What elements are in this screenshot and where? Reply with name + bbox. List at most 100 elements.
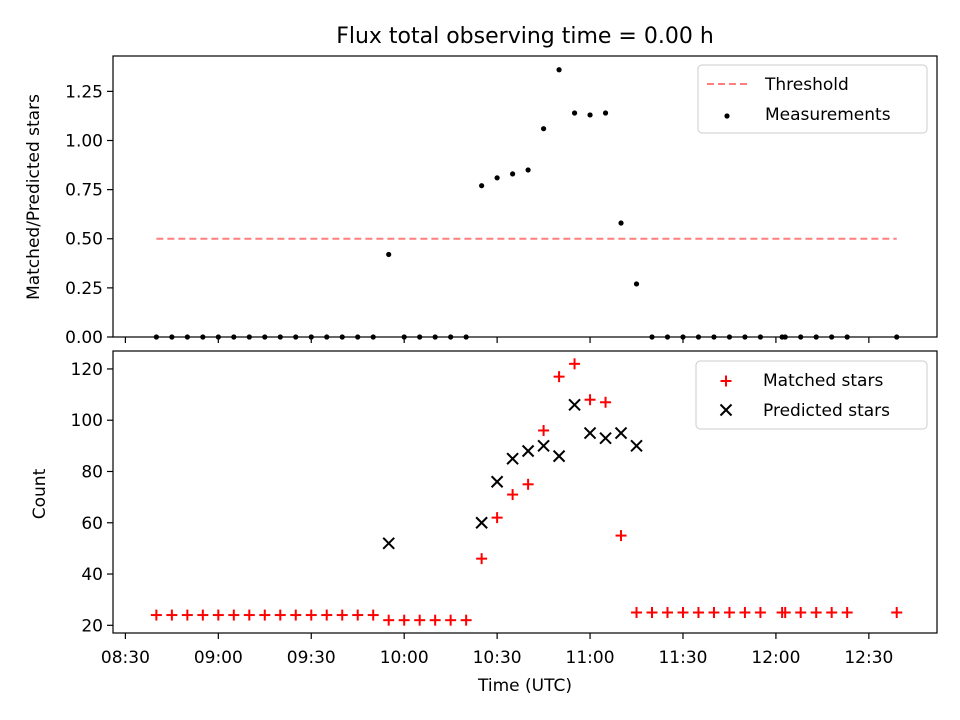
matched-star-point	[646, 606, 658, 618]
measurement-point	[525, 167, 531, 173]
top-y-tick-label: 0.00	[65, 328, 103, 348]
x-tick-label: 08:30	[101, 648, 150, 668]
bottom-y-tick-label: 40	[81, 565, 103, 585]
matched-star-point	[150, 609, 162, 621]
predicted-star-point	[614, 426, 628, 440]
legend-threshold-label: Threshold	[764, 75, 849, 95]
matched-star-point	[476, 553, 488, 565]
chart-title: Flux total observing time = 0.00 h	[336, 24, 714, 49]
matched-star-point	[367, 609, 379, 621]
matched-star-point	[677, 606, 689, 618]
matched-star-point	[779, 606, 791, 618]
top-y-tick-label: 0.75	[65, 181, 103, 201]
matched-star-point	[841, 606, 853, 618]
bottom-y-tick-label: 80	[81, 462, 103, 482]
top-y-tick-label: 0.50	[65, 230, 103, 250]
matched-star-point	[181, 609, 193, 621]
measurement-point	[494, 175, 500, 181]
predicted-star-point	[552, 449, 566, 463]
measurement-point	[556, 67, 562, 73]
matched-star-point	[739, 606, 751, 618]
matched-star-point	[352, 609, 364, 621]
measurement-point	[633, 281, 640, 287]
legend-measurements-swatch	[724, 113, 730, 119]
measurement-point	[602, 110, 609, 116]
matched-star-point	[398, 614, 410, 626]
predicted-star-point	[490, 475, 504, 488]
bottom-axes-frame	[112, 350, 938, 634]
bottom-y-tick-label: 20	[81, 616, 103, 636]
predicted-star-point	[521, 444, 535, 458]
measurement-point	[510, 171, 516, 177]
matched-star-point	[305, 609, 317, 621]
legend-matched-swatch	[720, 375, 732, 387]
x-tick-label: 11:30	[658, 648, 707, 668]
matched-star-point	[723, 606, 735, 618]
matched-star-point	[631, 606, 643, 618]
predicted-star-point	[537, 439, 550, 453]
x-tick-label: 10:30	[473, 648, 522, 668]
predicted-star-point	[506, 452, 519, 465]
top-panel: 0.00 0.25 0.50 0.75 1.00 1.25 Threshold Measure…	[65, 55, 938, 348]
top-legend: Threshold Measurements	[697, 64, 928, 134]
matched-star-point	[197, 609, 209, 621]
matched-star-point	[507, 489, 519, 501]
matched-star-point	[661, 606, 673, 618]
top-y-tick-label: 0.25	[65, 279, 103, 299]
matched-star-point	[460, 614, 472, 626]
matched-star-point	[584, 394, 596, 406]
matched-star-point	[383, 614, 395, 626]
matched-star-point	[600, 396, 612, 408]
top-y-tick-label: 1.25	[65, 82, 103, 102]
bottom-y-tick-label: 120	[71, 360, 103, 380]
legend-matched-label: Matched stars	[763, 371, 883, 391]
predicted-star-point	[475, 516, 488, 529]
measurement-point	[479, 183, 485, 189]
matched-star-point	[491, 512, 503, 524]
matched-star-point	[553, 371, 565, 383]
matched-star-point	[259, 609, 271, 621]
top-y-tick-label: 1.00	[65, 131, 103, 151]
legend-predicted-swatch	[719, 403, 733, 417]
measurement-point	[587, 112, 593, 118]
x-tick-label: 11:00	[566, 648, 615, 668]
predicted-star-point	[568, 398, 581, 412]
matched-star-point	[708, 606, 720, 618]
matched-star-point	[228, 609, 240, 621]
measurement-point	[618, 220, 624, 226]
matched-star-point	[615, 530, 627, 542]
matched-star-point	[290, 609, 302, 621]
matched-star-point	[692, 606, 704, 618]
matched-star-point	[414, 614, 426, 626]
legend-measurements-label: Measurements	[765, 105, 891, 125]
x-tick-label: 09:00	[194, 648, 243, 668]
top-y-axis-label: Matched/Predicted stars	[24, 94, 44, 300]
measurement-point	[386, 251, 392, 258]
matched-star-point	[891, 606, 903, 618]
matched-star-point	[522, 478, 534, 490]
matched-star-point	[274, 609, 286, 621]
matched-star-point	[538, 424, 550, 436]
x-tick-label: 10:00	[380, 648, 429, 668]
matched-star-point	[810, 606, 822, 618]
bottom-panel: 20 40 60 80 100 120 08:30 09:00 09:30 10:00 10:30 1…	[71, 350, 938, 668]
x-tick-label: 12:30	[844, 648, 893, 668]
predicted-star-point	[630, 439, 643, 453]
matched-star-point	[754, 606, 766, 618]
top-legend-box	[697, 64, 928, 134]
matched-star-point	[243, 609, 255, 621]
matched-star-point	[795, 606, 807, 618]
measurement-point	[571, 110, 578, 116]
matched-star-point	[166, 609, 178, 621]
bottom-y-tick-label: 100	[71, 411, 103, 431]
predicted-star-point	[583, 426, 597, 440]
bottom-legend: Matched stars Predicted stars	[695, 360, 928, 430]
predicted-star-point	[382, 537, 395, 550]
bottom-legend-box	[695, 360, 928, 430]
measurement-point	[540, 126, 547, 132]
bottom-y-tick-label: 60	[81, 514, 103, 534]
matched-star-point	[336, 609, 348, 621]
predicted-star-point	[599, 431, 612, 445]
matched-star-point	[212, 609, 224, 621]
